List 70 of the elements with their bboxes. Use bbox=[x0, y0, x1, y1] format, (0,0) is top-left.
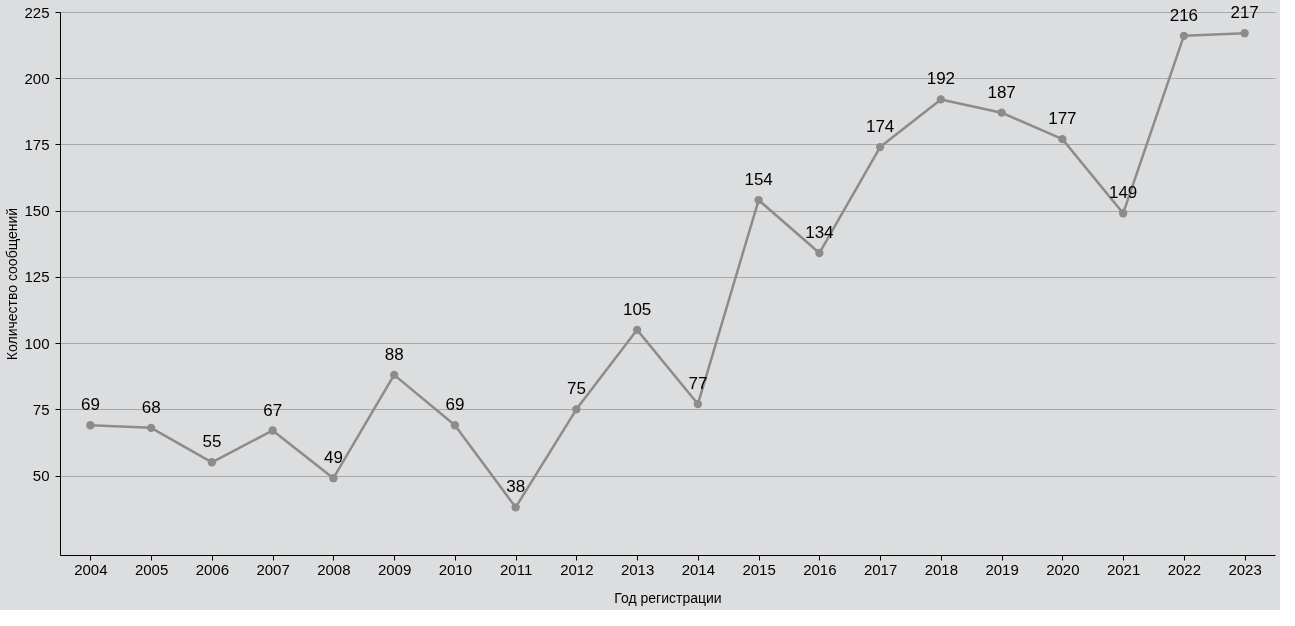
point bbox=[572, 405, 581, 414]
point bbox=[754, 195, 763, 205]
x-tick-label: 2007 bbox=[256, 560, 290, 578]
data-label: 69 bbox=[80, 395, 100, 415]
data-label: 49 bbox=[323, 448, 343, 468]
x-tick-label: 2012 bbox=[560, 560, 594, 578]
x-tick-label: 2017 bbox=[863, 560, 898, 578]
x-tick-label: 2018 bbox=[924, 560, 959, 578]
y-tick-label: 225 bbox=[24, 3, 50, 21]
x-tick-label: 2016 bbox=[803, 560, 837, 578]
data-label: 149 bbox=[1108, 183, 1138, 203]
point bbox=[1118, 209, 1128, 218]
point bbox=[815, 248, 824, 258]
data-label: 67 bbox=[263, 400, 283, 420]
x-tick-label: 2011 bbox=[499, 560, 533, 578]
point bbox=[511, 503, 520, 512]
data-label: 69 bbox=[445, 395, 465, 415]
point bbox=[268, 426, 277, 435]
point bbox=[1058, 134, 1067, 144]
point bbox=[329, 474, 338, 483]
x-tick-label: 2022 bbox=[1167, 560, 1202, 578]
data-label: 105 bbox=[622, 299, 652, 319]
x-tick-label: 2006 bbox=[195, 560, 230, 578]
x-tick-label: 2021 bbox=[1106, 560, 1141, 578]
x-tick-label: 2023 bbox=[1228, 560, 1262, 578]
point bbox=[1179, 31, 1189, 41]
x-tick-label: 2019 bbox=[985, 560, 1019, 578]
point bbox=[936, 95, 946, 104]
x-tick-label: 2004 bbox=[74, 560, 108, 578]
data-label: 55 bbox=[202, 432, 222, 452]
data-label: 217 bbox=[1230, 3, 1259, 23]
x-tick-label: 2008 bbox=[317, 560, 351, 578]
x-tick-label: 2009 bbox=[377, 560, 412, 578]
point bbox=[632, 325, 642, 335]
y-tick-label: 150 bbox=[24, 202, 50, 220]
point bbox=[207, 458, 217, 467]
point bbox=[450, 421, 460, 430]
data-label: 216 bbox=[1169, 5, 1199, 25]
point bbox=[86, 421, 95, 430]
point bbox=[146, 423, 156, 433]
x-tick-label: 2020 bbox=[1046, 560, 1080, 578]
point bbox=[875, 142, 885, 152]
data-label: 38 bbox=[506, 477, 526, 497]
y-tick-label: 175 bbox=[24, 135, 50, 153]
y-tick-label: 125 bbox=[24, 268, 50, 286]
data-label: 192 bbox=[926, 69, 956, 89]
y-tick-label: 75 bbox=[32, 400, 50, 418]
data-label: 177 bbox=[1048, 109, 1077, 129]
point bbox=[1240, 29, 1249, 38]
data-label: 77 bbox=[688, 374, 708, 394]
point bbox=[997, 108, 1006, 117]
y-axis-title: Количество сообщений bbox=[4, 207, 21, 361]
x-axis-title: Год регистрации bbox=[614, 589, 722, 606]
data-label: 187 bbox=[987, 82, 1016, 102]
y-tick-label: 100 bbox=[24, 334, 50, 352]
data-label: 154 bbox=[744, 170, 773, 190]
data-label: 75 bbox=[566, 379, 586, 399]
y-tick-label: 50 bbox=[32, 467, 50, 485]
x-tick-label: 2013 bbox=[620, 560, 655, 578]
point bbox=[693, 399, 703, 409]
data-label: 88 bbox=[384, 344, 404, 364]
data-label: 68 bbox=[141, 397, 161, 417]
point bbox=[389, 370, 399, 380]
x-tick-label: 2015 bbox=[742, 560, 776, 578]
data-label: 134 bbox=[805, 223, 834, 243]
x-tick-label: 2005 bbox=[134, 560, 169, 578]
y-tick-label: 200 bbox=[24, 69, 50, 87]
x-tick-label: 2014 bbox=[681, 560, 716, 578]
data-label: 174 bbox=[865, 117, 895, 137]
x-tick-label: 2010 bbox=[438, 560, 473, 578]
